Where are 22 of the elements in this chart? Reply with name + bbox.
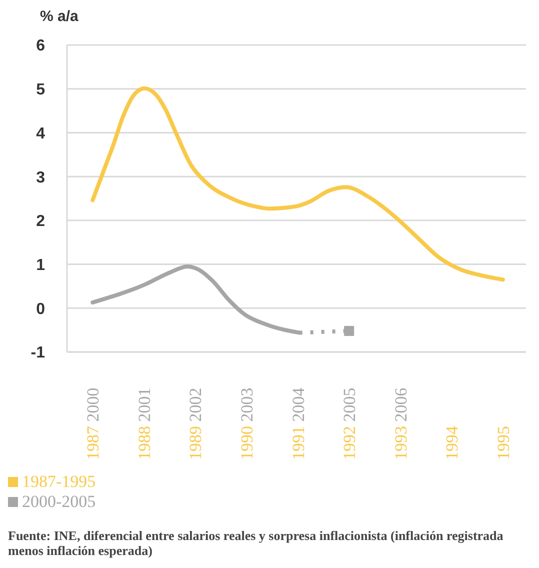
y-tick-label: 2: [36, 213, 46, 230]
x-tick-label: 1990 2003: [237, 388, 256, 460]
x-tick-label: 1995: [494, 426, 513, 460]
x-tick-label: 1993 2006: [391, 388, 410, 460]
y-tick-label: 4: [36, 125, 46, 142]
y-axis-title: % a/a: [40, 8, 78, 25]
x-tick-label: 1987 2000: [84, 388, 103, 460]
source-note: Fuente: INE, diferencial entre salarios reales y sorpresa inflacionista (inflación registrada menos inflación esperada): [8, 528, 504, 558]
x-tick-label: 1991 2004: [288, 387, 308, 460]
y-tick-label: 3: [36, 169, 46, 186]
x-tick-label: 1992 2005: [340, 388, 360, 460]
legend-label: 1987-1995: [22, 472, 96, 492]
legend-label: 2000-2005: [22, 492, 96, 512]
y-tick-label: 0: [36, 300, 46, 318]
y-tick-label: -1: [30, 344, 46, 362]
line-series: [90, 86, 505, 282]
y-tick-label: 6: [36, 38, 46, 55]
y-tick-label: 1: [36, 256, 46, 274]
x-tick-label: 1994: [442, 426, 462, 460]
y-tick-label: 5: [36, 82, 46, 99]
x-tick-label: 1989 2002: [186, 388, 206, 460]
x-tick-label: 1988 2001: [134, 388, 154, 460]
